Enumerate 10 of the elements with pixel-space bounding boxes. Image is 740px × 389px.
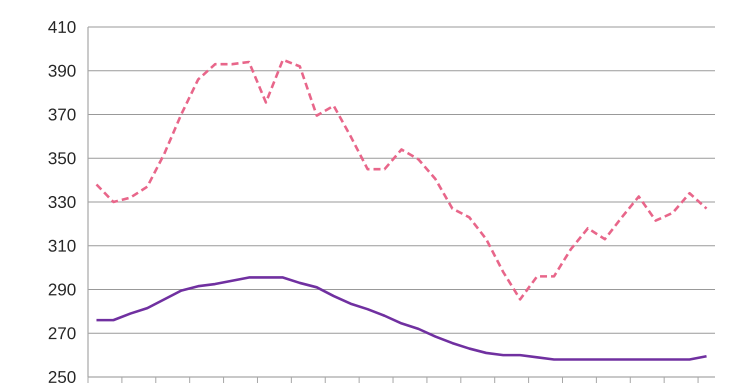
- y-tick-label: 270: [48, 327, 76, 340]
- y-tick-label: 290: [48, 283, 76, 296]
- line-series: [95, 58, 708, 301]
- y-tick-label: 350: [48, 152, 76, 164]
- y-tick-label: 330: [48, 196, 76, 208]
- y-tick-label: 390: [48, 64, 76, 77]
- y-tick-label: 370: [48, 108, 76, 121]
- y-tick-label: 310: [48, 240, 76, 252]
- y-tick-label: 410: [48, 20, 76, 34]
- y-tick-label: 250: [48, 370, 76, 384]
